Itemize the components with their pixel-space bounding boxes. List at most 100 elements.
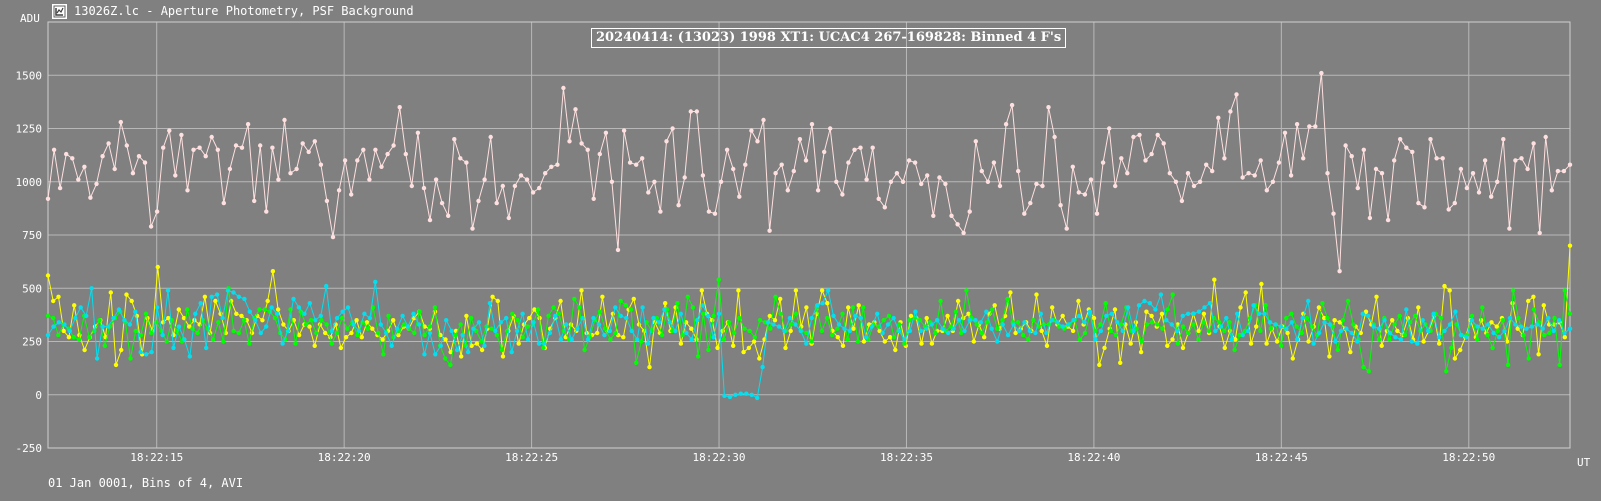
data-point <box>1233 337 1238 342</box>
data-point <box>355 158 360 163</box>
data-point <box>1542 332 1547 338</box>
data-point <box>1409 339 1415 344</box>
data-point <box>1040 183 1045 189</box>
data-point <box>1173 179 1179 184</box>
data-point <box>306 149 311 155</box>
data-point <box>1290 356 1296 361</box>
data-point <box>1385 217 1391 223</box>
data-point <box>495 298 500 304</box>
data-point <box>767 313 772 319</box>
data-point <box>1060 313 1065 319</box>
data-point <box>1216 115 1221 121</box>
data-point <box>608 337 613 342</box>
data-point <box>815 303 820 308</box>
data-point <box>1034 181 1039 187</box>
data-point <box>443 337 448 342</box>
data-point <box>925 173 930 178</box>
data-point <box>820 301 825 306</box>
data-point <box>985 179 991 184</box>
data-point <box>105 324 111 329</box>
data-point <box>891 335 897 340</box>
data-point <box>1180 324 1186 329</box>
data-point <box>900 179 906 184</box>
data-point <box>885 322 891 327</box>
data-point <box>694 109 699 114</box>
data-point <box>558 337 563 342</box>
data-point <box>628 307 634 312</box>
data-point <box>747 328 752 334</box>
data-point <box>785 188 790 193</box>
data-point <box>191 147 196 152</box>
data-point <box>851 326 856 331</box>
data-point <box>615 247 621 253</box>
data-point <box>1248 341 1254 346</box>
data-point <box>73 315 78 321</box>
data-point <box>319 318 324 323</box>
data-point <box>330 234 336 240</box>
data-point <box>1515 326 1520 331</box>
data-point <box>700 173 706 178</box>
data-point <box>494 200 499 206</box>
data-point <box>603 130 609 135</box>
data-point <box>1082 330 1088 336</box>
data-point <box>373 279 378 285</box>
data-point <box>173 173 178 178</box>
data-point <box>840 343 846 348</box>
data-point <box>1541 303 1547 308</box>
data-point <box>1020 332 1026 338</box>
data-point <box>1284 315 1289 321</box>
data-point <box>771 322 776 327</box>
data-point <box>204 345 209 351</box>
data-point <box>893 347 898 353</box>
data-point <box>338 345 344 351</box>
data-point <box>1567 243 1573 248</box>
data-point <box>247 341 252 346</box>
data-point <box>646 190 651 195</box>
data-point <box>1147 301 1153 306</box>
data-point <box>1416 305 1421 310</box>
data-point <box>1268 326 1274 331</box>
x-tick-label: 18:22:50 <box>1442 451 1495 464</box>
data-point <box>1213 328 1218 334</box>
data-point <box>1104 313 1109 319</box>
data-point <box>124 292 129 297</box>
data-point <box>1082 320 1087 325</box>
data-point <box>575 326 580 331</box>
data-point <box>549 164 554 169</box>
data-point <box>1299 330 1304 336</box>
data-point <box>1240 175 1245 180</box>
data-point <box>458 322 463 327</box>
data-point <box>1143 158 1148 163</box>
data-point <box>967 318 973 323</box>
data-point <box>778 311 783 316</box>
data-point <box>1526 356 1531 361</box>
data-point <box>349 192 354 197</box>
data-point <box>876 324 881 329</box>
data-point <box>1331 211 1336 216</box>
data-point <box>362 311 367 316</box>
data-point <box>1343 143 1348 148</box>
data-point <box>51 298 56 304</box>
data-point <box>1212 277 1217 282</box>
data-point <box>227 166 233 172</box>
data-point <box>1363 309 1369 314</box>
data-point <box>1507 315 1513 321</box>
data-point <box>359 335 364 340</box>
data-point <box>1426 328 1431 334</box>
data-point <box>1011 322 1016 327</box>
data-point <box>804 330 809 336</box>
data-point <box>67 328 73 334</box>
data-point <box>108 290 114 295</box>
data-point <box>285 328 291 334</box>
data-point <box>361 147 366 152</box>
data-point <box>187 324 192 329</box>
data-point <box>471 326 476 331</box>
data-point <box>1567 326 1573 331</box>
data-point <box>705 313 711 319</box>
data-point <box>182 337 187 342</box>
data-point <box>1000 322 1005 327</box>
data-point <box>929 322 934 327</box>
data-point <box>1109 311 1115 316</box>
data-point <box>664 139 669 144</box>
data-point <box>1355 339 1360 344</box>
